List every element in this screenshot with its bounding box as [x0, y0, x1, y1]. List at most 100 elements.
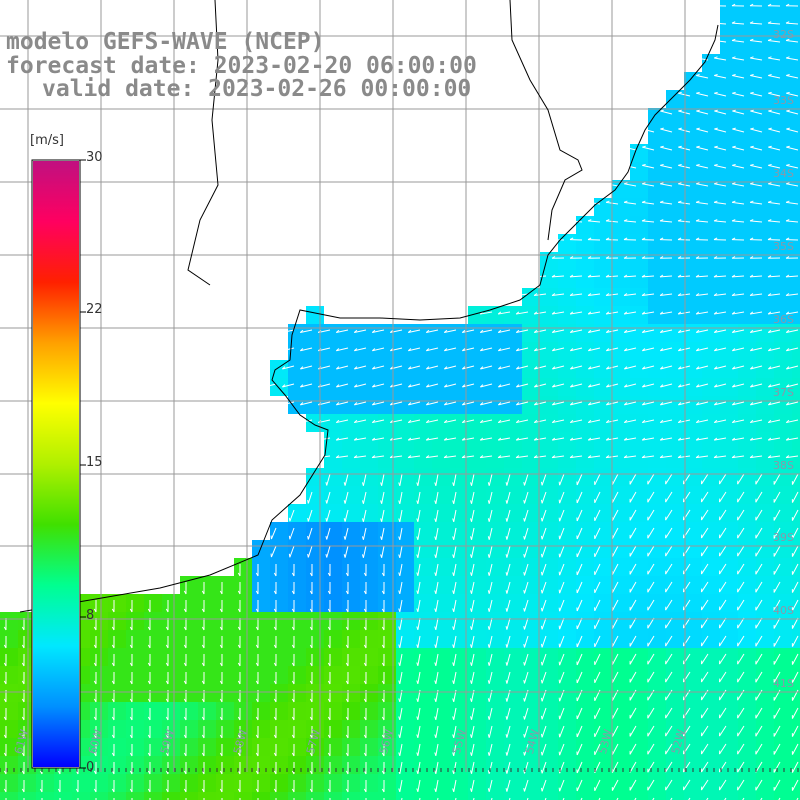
wind-arrow: [611, 545, 619, 557]
wind-arrow-head: [624, 182, 628, 185]
wind-arrow: [506, 509, 511, 522]
wind-arrow-head: [713, 256, 718, 259]
wind-cell: [774, 666, 792, 684]
wind-arrow: [659, 275, 673, 278]
wind-arrow: [773, 725, 781, 737]
wind-cell: [612, 450, 630, 468]
wind-arrow-head: [255, 788, 259, 793]
wind-cell: [252, 774, 270, 792]
wind-arrow-head: [147, 716, 151, 721]
wind-arrow-head: [641, 311, 646, 315]
wind-arrow-head: [165, 644, 169, 649]
wind-cell: [756, 90, 774, 108]
wind-arrow-head: [677, 256, 682, 259]
wind-arrow-head: [325, 482, 328, 486]
wind-arrow: [737, 671, 745, 683]
wind-arrow-head: [470, 572, 473, 576]
wind-arrow: [750, 39, 763, 43]
wind-arrow-head: [587, 348, 592, 352]
wind-arrow: [480, 329, 493, 333]
wind-cell: [594, 522, 612, 540]
wind-arrow: [660, 329, 673, 333]
wind-cell: [684, 360, 702, 378]
wind-arrow-head: [273, 644, 277, 649]
wind-cell: [540, 378, 558, 396]
wind-arrow: [732, 183, 745, 187]
wind-arrow: [767, 275, 781, 278]
wind-cell: [630, 270, 648, 288]
wind-arrow-head: [345, 788, 349, 793]
wind-arrow-head: [767, 21, 772, 24]
wind-arrow: [786, 383, 799, 388]
wind-arrow-head: [237, 644, 241, 649]
wind-arrow-head: [273, 770, 277, 775]
wind-cell: [540, 630, 558, 648]
wind-cell: [504, 450, 522, 468]
wind-arrow: [732, 146, 745, 151]
wind-cell: [576, 270, 594, 288]
wind-arrow: [732, 293, 745, 297]
wind-arrow: [453, 599, 457, 612]
wind-arrow: [524, 779, 529, 792]
wind-arrow: [462, 455, 475, 459]
wind-arrow-head: [533, 274, 538, 278]
wind-cell: [792, 36, 800, 54]
wind-arrow-head: [398, 662, 401, 666]
wind-cell: [288, 378, 306, 396]
wind-arrow: [701, 599, 709, 611]
wind-arrow: [791, 563, 799, 575]
wind-arrow: [381, 473, 385, 486]
wind-arrow-head: [660, 127, 664, 130]
wind-cell: [720, 450, 738, 468]
wind-arrow-head: [3, 752, 7, 757]
wind-cell: [612, 540, 630, 558]
wind-arrow-head: [201, 662, 205, 667]
wind-arrow-head: [731, 21, 736, 24]
wind-arrow-head: [678, 182, 682, 185]
wind-cell: [594, 720, 612, 738]
wind-arrow-head: [57, 788, 61, 793]
wind-arrow-head: [533, 419, 538, 423]
wind-cell: [486, 324, 504, 342]
wind-arrow: [683, 779, 691, 791]
wind-cell: [774, 198, 792, 216]
wind-cell: [468, 342, 486, 360]
wind-arrow: [471, 563, 475, 576]
wind-arrow-head: [129, 734, 133, 739]
wind-cell: [666, 630, 684, 648]
wind-arrow-head: [343, 536, 346, 540]
wind-arrow: [488, 473, 493, 486]
wind-arrow: [282, 401, 295, 406]
wind-arrow: [624, 329, 637, 333]
wind-arrow: [737, 581, 745, 593]
wind-cell: [288, 720, 306, 738]
wind-cell: [252, 666, 270, 684]
wind-arrow-head: [327, 788, 331, 793]
wind-arrow-head: [398, 608, 401, 612]
wind-cell: [648, 486, 666, 504]
river-border: [187, 0, 219, 286]
wind-arrow: [576, 671, 583, 684]
wind-cell: [684, 324, 702, 342]
wind-arrow: [498, 311, 511, 315]
wind-arrow: [660, 128, 673, 133]
wind-arrow-head: [183, 752, 187, 757]
wind-cell: [630, 540, 648, 558]
wind-arrow-head: [732, 384, 736, 388]
wind-cell: [576, 576, 594, 594]
wind-arrow: [498, 347, 511, 352]
wind-arrow: [773, 761, 781, 773]
wind-cell: [288, 792, 306, 800]
wind-arrow-head: [786, 56, 790, 59]
wind-arrow-head: [273, 716, 277, 721]
wind-arrow-head: [731, 200, 736, 203]
wind-arrow: [506, 581, 511, 594]
wind-arrow: [701, 473, 709, 485]
wind-arrow: [701, 491, 709, 503]
wind-cell: [504, 378, 522, 396]
wind-cell: [738, 504, 756, 522]
wind-arrow: [647, 563, 655, 575]
wind-cell: [792, 54, 800, 72]
wind-cell: [720, 108, 738, 126]
wind-arrow-head: [749, 293, 754, 296]
